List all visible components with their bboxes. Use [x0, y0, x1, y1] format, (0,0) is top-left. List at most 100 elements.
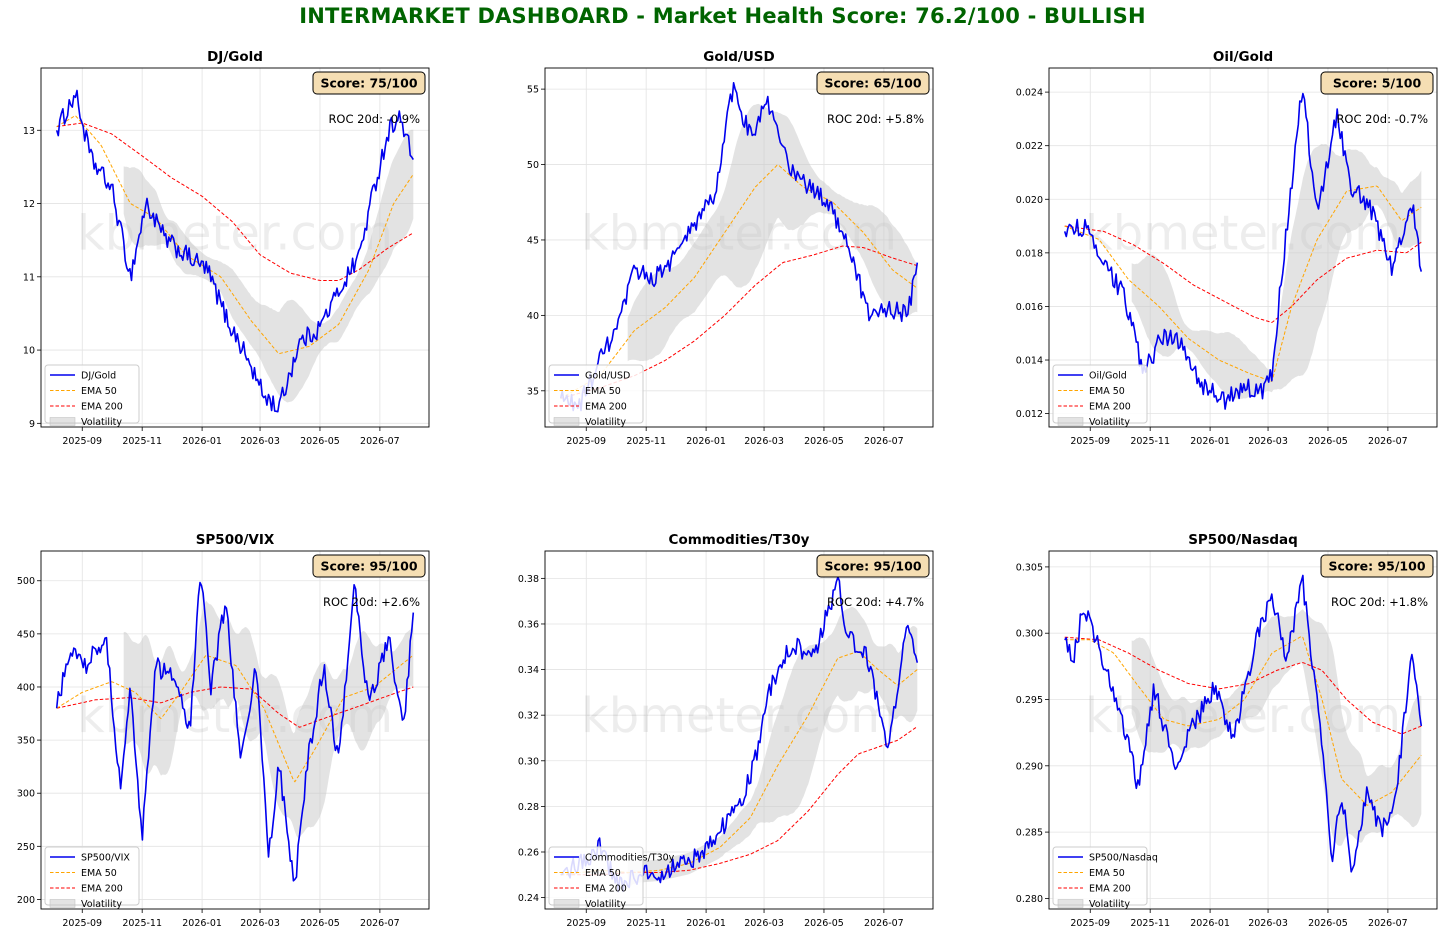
plot-frame: [40, 550, 430, 910]
legend-label: EMA 50: [585, 386, 621, 397]
ema50-line: [560, 164, 918, 399]
plot-area: kbmeter.com: [1064, 574, 1423, 873]
roc-label: ROC 20d: -0.9%: [328, 112, 420, 126]
volatility-band: [123, 129, 414, 403]
legend-label: Commodities/T30y: [585, 853, 675, 864]
legend-label: Oil/Gold: [1089, 371, 1127, 382]
y-tick-label: 40: [527, 311, 539, 322]
volatility-band: [1131, 609, 1422, 846]
y-tick-label: 9: [29, 419, 35, 430]
chart-panel-5: kbmeter.com 2025-09 2025-11 2026-01 2026-03 2…: [518, 532, 934, 929]
x-tick-label: 2026-01: [686, 436, 726, 447]
legend-label: Gold/USD: [585, 371, 630, 382]
score-box: [816, 71, 930, 95]
legend-box: [44, 364, 140, 424]
score-label: Score: 5/100: [1333, 76, 1422, 91]
y-tick-label: 0.28: [518, 802, 539, 813]
x-tick-label: 2026-05: [804, 918, 844, 929]
legend-box: [548, 846, 644, 906]
price-line: [55, 89, 414, 413]
x-tick-label: 2026-07: [864, 918, 904, 929]
y-tick-label: 0.018: [1016, 248, 1043, 259]
legend-swatch: [1057, 899, 1084, 908]
y-tick-label: 350: [17, 736, 35, 747]
legend-label: EMA 200: [585, 884, 627, 895]
x-tick-label: 2026-03: [240, 436, 280, 447]
volatility-band: [123, 600, 414, 838]
legend-label: Volatility: [1089, 899, 1130, 910]
chart-panel-6: kbmeter.com 2025-09 2025-11 2026-01 2026-03 2…: [1016, 532, 1438, 929]
x-tick-label: 2025-09: [62, 918, 102, 929]
ema200-line: [56, 122, 414, 281]
x-tick-label: 2026-07: [864, 436, 904, 447]
ema200-line: [1064, 225, 1422, 324]
ema200-line: [1064, 636, 1422, 735]
legend-label: EMA 200: [81, 402, 123, 413]
y-tick-label: 0.32: [518, 711, 539, 722]
x-tick-label: 2025-09: [566, 436, 606, 447]
y-tick-label: 0.280: [1016, 894, 1043, 905]
gridlines: [41, 68, 429, 427]
score-box: [816, 554, 930, 578]
legend-label: Volatility: [81, 899, 122, 910]
legend-label: SP500/VIX: [81, 853, 130, 864]
roc-label: ROC 20d: +2.6%: [323, 595, 420, 609]
score-label: Score: 95/100: [1328, 559, 1425, 574]
legend: DJ/Gold EMA 50 EMA 200 Volatility: [44, 364, 140, 428]
legend: Oil/Gold EMA 50 EMA 200 Volatility: [1052, 364, 1148, 428]
chart-panel-4: kbmeter.com 2025-09 2025-11 2026-01 2026-03 2…: [17, 532, 430, 929]
x-tick-label: 2025-11: [1130, 436, 1170, 447]
x-tick-label: 2026-01: [182, 436, 222, 447]
y-tick-label: 0.016: [1016, 302, 1043, 313]
legend-label: EMA 50: [585, 868, 621, 879]
x-tick-label: 2026-01: [1190, 436, 1230, 447]
y-tick-label: 0.36: [518, 619, 539, 630]
roc-label: ROC 20d: +1.8%: [1331, 595, 1428, 609]
y-tick-label: 200: [17, 895, 35, 906]
legend-box: [1052, 364, 1148, 424]
x-tick-label: 2026-05: [300, 436, 340, 447]
panel-title: Oil/Gold: [1213, 49, 1273, 65]
plot-frame: [544, 550, 934, 910]
legend-label: EMA 50: [1089, 386, 1125, 397]
panel-title: SP500/Nasdaq: [1188, 532, 1298, 548]
panel-title: Commodities/T30y: [669, 532, 810, 548]
volatility-band: [1131, 143, 1422, 400]
y-tick-label: 0.34: [518, 665, 539, 676]
legend-label: EMA 200: [585, 402, 627, 413]
legend-label: EMA 50: [81, 386, 117, 397]
chart-panel-1: kbmeter.com 2025-09 2025-11 2026-01 2026-03 2…: [23, 49, 430, 447]
x-tick-label: 2026-07: [360, 436, 400, 447]
chart-panel-2: kbmeter.com 2025-09 2025-11 2026-01 2026-03 2…: [527, 49, 934, 447]
y-tick-label: 0.285: [1016, 828, 1043, 839]
y-tick-label: 10: [23, 346, 35, 357]
price-line: [55, 581, 415, 882]
dashboard-title: INTERMARKET DASHBOARD - Market Health Sc…: [299, 4, 1146, 28]
plot-area: kbmeter.com: [559, 82, 919, 412]
legend-box: [44, 846, 140, 906]
x-tick-label: 2025-11: [122, 918, 162, 929]
plot-area: kbmeter.com: [560, 576, 919, 893]
y-tick-label: 11: [23, 272, 35, 283]
x-tick-label: 2026-03: [744, 918, 784, 929]
legend-swatch: [553, 417, 580, 426]
plot-frame: [40, 67, 430, 428]
legend-label: SP500/Nasdaq: [1089, 853, 1158, 864]
y-tick-label: 450: [17, 629, 35, 640]
score-box: [1320, 554, 1434, 578]
y-tick-label: 0.38: [518, 574, 539, 585]
score-box: [312, 554, 426, 578]
y-tick-label: 12: [23, 199, 35, 210]
volatility-band: [627, 606, 918, 889]
y-tick-label: 0.020: [1016, 195, 1043, 206]
x-tick-label: 2026-01: [1190, 918, 1230, 929]
price-line: [559, 82, 919, 412]
x-tick-label: 2026-07: [360, 918, 400, 929]
plot-area: kbmeter.com: [1063, 92, 1423, 410]
x-tick-label: 2025-11: [626, 436, 666, 447]
legend-swatch: [553, 899, 580, 908]
y-tick-label: 0.012: [1016, 409, 1043, 420]
plot-frame: [544, 67, 934, 428]
panel-title: DJ/Gold: [207, 49, 263, 65]
